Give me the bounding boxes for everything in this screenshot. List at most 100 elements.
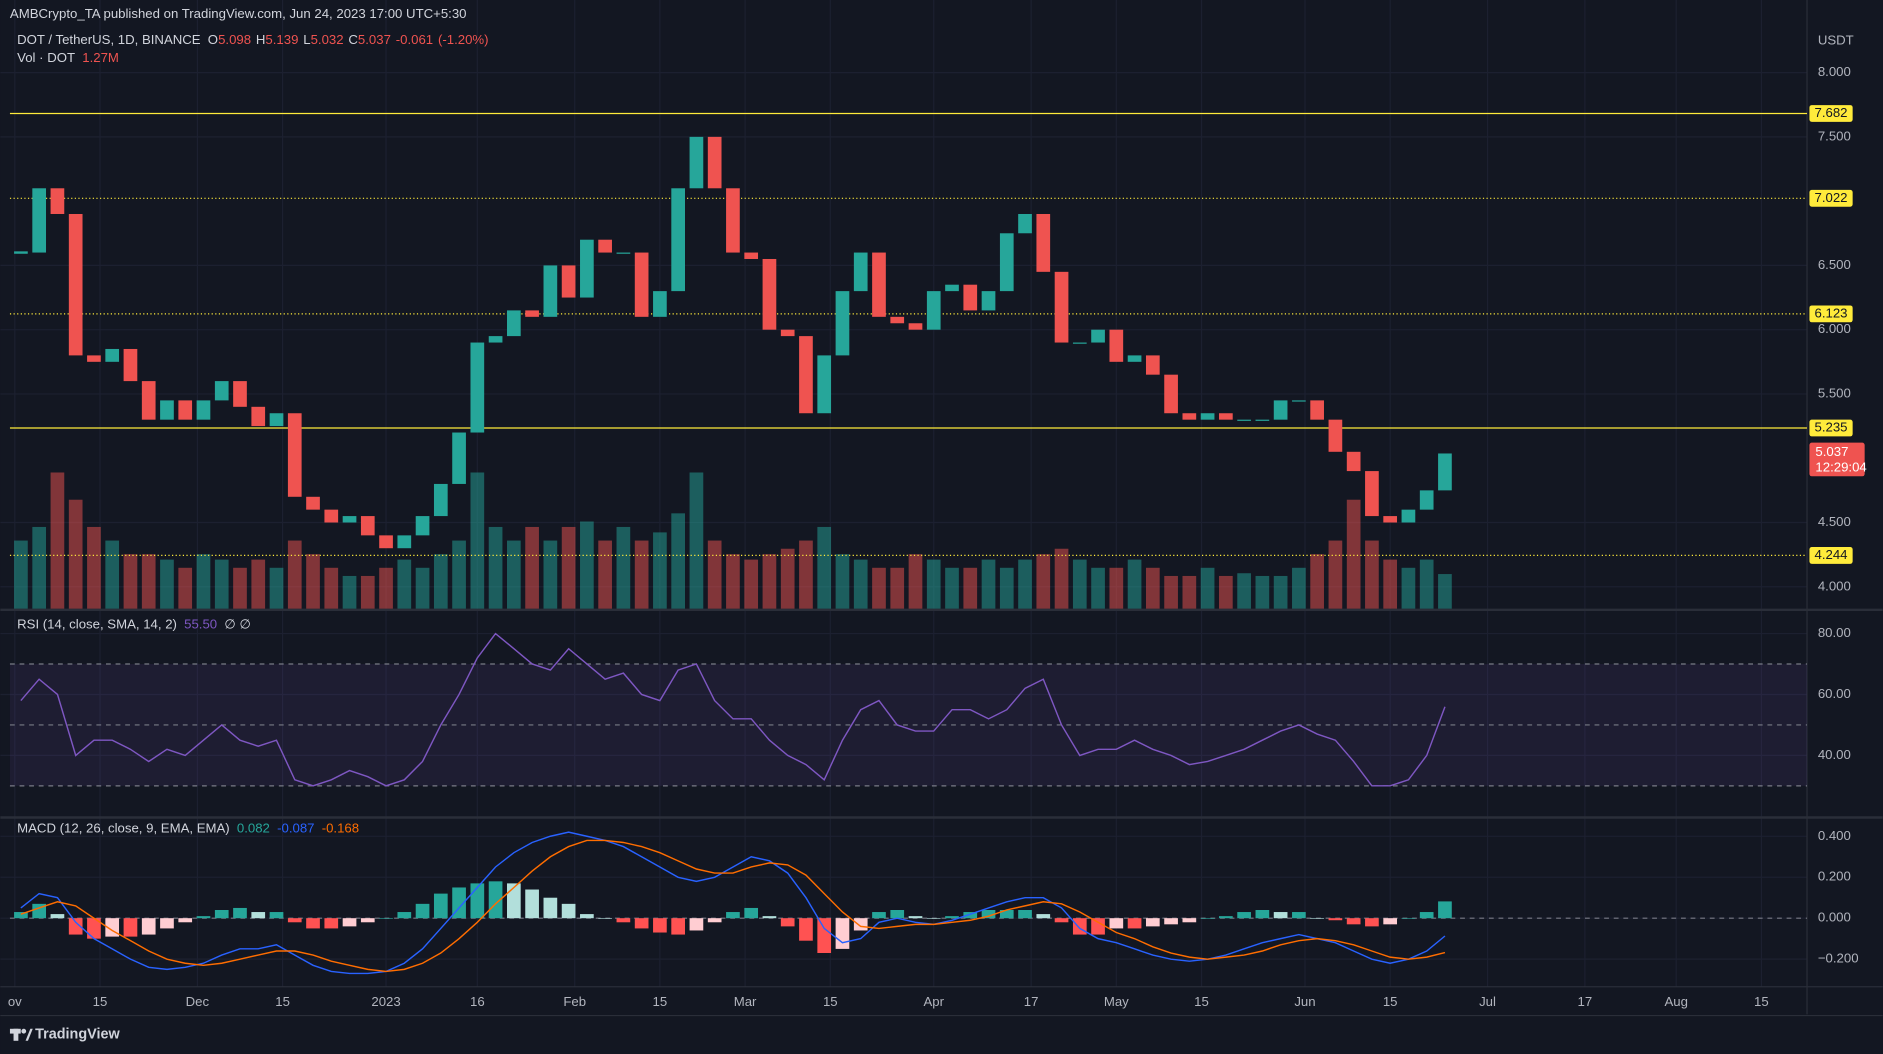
volume-bar	[342, 575, 357, 609]
candle-body	[1018, 213, 1032, 234]
candle-body	[707, 136, 722, 189]
candle-body	[616, 252, 631, 254]
candle-body	[160, 400, 174, 420]
candle-body	[1328, 419, 1343, 452]
candle-body	[780, 329, 795, 337]
ohlc-value: 5.139	[265, 32, 298, 47]
candle-body	[671, 188, 686, 292]
candle-body	[488, 336, 503, 343]
macd-histogram-bar	[287, 918, 302, 923]
y-tick-label: 0.000	[1818, 910, 1851, 925]
candle-body	[87, 355, 101, 362]
macd-histogram-bar	[1237, 912, 1251, 919]
candle-body	[543, 265, 558, 317]
volume-bar	[433, 554, 448, 609]
volume-bar	[50, 472, 65, 609]
volume-bar	[506, 540, 521, 609]
volume-bar	[178, 567, 193, 609]
legend-price: DOT / TetherUS, 1D, BINANCE O5.098 H5.139 L…	[17, 32, 488, 47]
candle-body	[999, 233, 1014, 292]
macd-histogram-bar	[415, 903, 430, 919]
macd-histogram-bar	[324, 918, 339, 929]
volume-bar	[306, 554, 320, 609]
volume-bar	[653, 532, 667, 609]
volume-bar	[1091, 567, 1105, 609]
volume-bar	[123, 554, 138, 609]
macd-last: -0.168	[322, 821, 359, 836]
y-tick-label: 7.500	[1818, 128, 1851, 143]
macd-histogram-bar	[87, 918, 101, 939]
x-tick-label: 17	[1578, 994, 1593, 1009]
volume-bar	[671, 513, 686, 609]
last-price-box	[1809, 442, 1865, 477]
candle-body	[890, 316, 905, 324]
candle-body	[1054, 271, 1069, 343]
macd-histogram-bar	[1091, 918, 1105, 935]
macd-histogram-bar	[1383, 918, 1398, 925]
macd-histogram-bar	[872, 912, 886, 919]
candle-body	[1365, 471, 1379, 517]
candle-body	[653, 291, 667, 317]
x-tick-label: 17	[1024, 994, 1039, 1009]
candle-body	[1164, 374, 1178, 414]
candle-body	[561, 265, 576, 298]
macd-histogram-bar	[123, 918, 138, 937]
candle-body	[178, 400, 193, 420]
candle-body	[926, 291, 941, 330]
ohlc-label: O	[208, 32, 218, 47]
volume-bar	[726, 554, 740, 609]
x-tick-label: Jun	[1294, 994, 1315, 1009]
x-tick-label: Mar	[734, 994, 757, 1009]
candle-body	[1419, 490, 1434, 510]
candle-body	[580, 239, 594, 298]
macd-histogram-bar	[214, 909, 229, 919]
macd-histogram-bar	[726, 912, 740, 919]
publisher: AMBCrypto_TA published on TradingView.co…	[10, 6, 467, 21]
volume-bar	[1018, 559, 1032, 609]
volume-bar	[251, 559, 266, 609]
x-tick-label: 15	[1754, 994, 1769, 1009]
candle-body	[470, 342, 485, 433]
macd-histogram-bar	[561, 903, 576, 919]
candle-body	[433, 483, 448, 517]
candle-body	[105, 348, 120, 362]
macd-histogram-bar	[1200, 918, 1215, 919]
volume-bar	[87, 526, 101, 609]
ohlc-value: 5.032	[311, 32, 344, 47]
footer-brand: TradingView	[35, 1027, 120, 1043]
macd-histogram-bar	[1054, 918, 1069, 923]
volume-bar	[926, 559, 941, 609]
macd-histogram-bar	[1328, 918, 1343, 921]
macd-histogram-bar	[269, 912, 284, 919]
volume-name: Vol · DOT	[17, 50, 75, 65]
macd-histogram-bar	[963, 912, 978, 919]
volume-bar	[963, 567, 978, 609]
x-tick-label: 16	[470, 994, 485, 1009]
ohlc-label: L	[303, 32, 310, 47]
candle-body	[689, 136, 704, 189]
volume-bar	[908, 554, 923, 609]
candle-body	[269, 413, 284, 427]
y-tick-label: 6.500	[1818, 257, 1851, 272]
candle-body	[872, 252, 886, 317]
macd-histogram-bar	[945, 916, 959, 919]
macd-histogram-bar	[1018, 909, 1032, 919]
volume-bar	[397, 559, 412, 609]
candle-body	[1219, 413, 1233, 420]
macd-histogram-bar	[488, 881, 503, 919]
volume-bar	[287, 540, 302, 609]
macd-histogram-bar	[981, 909, 996, 919]
grid	[0, 0, 1808, 987]
candle-body	[1310, 400, 1324, 420]
macd-last: -0.087	[277, 821, 314, 836]
volume-bar	[616, 526, 631, 609]
volume-bar	[561, 526, 576, 609]
signal-line	[20, 839, 1446, 973]
legend-macd: MACD (12, 26, close, 9, EMA, EMA) 0.082 -0…	[17, 821, 359, 836]
x-tick-label: Apr	[923, 994, 944, 1009]
volume-bar	[707, 540, 722, 609]
candle-body	[251, 406, 266, 427]
level-label: 6.123	[1815, 305, 1848, 320]
volume-bar	[105, 540, 120, 609]
